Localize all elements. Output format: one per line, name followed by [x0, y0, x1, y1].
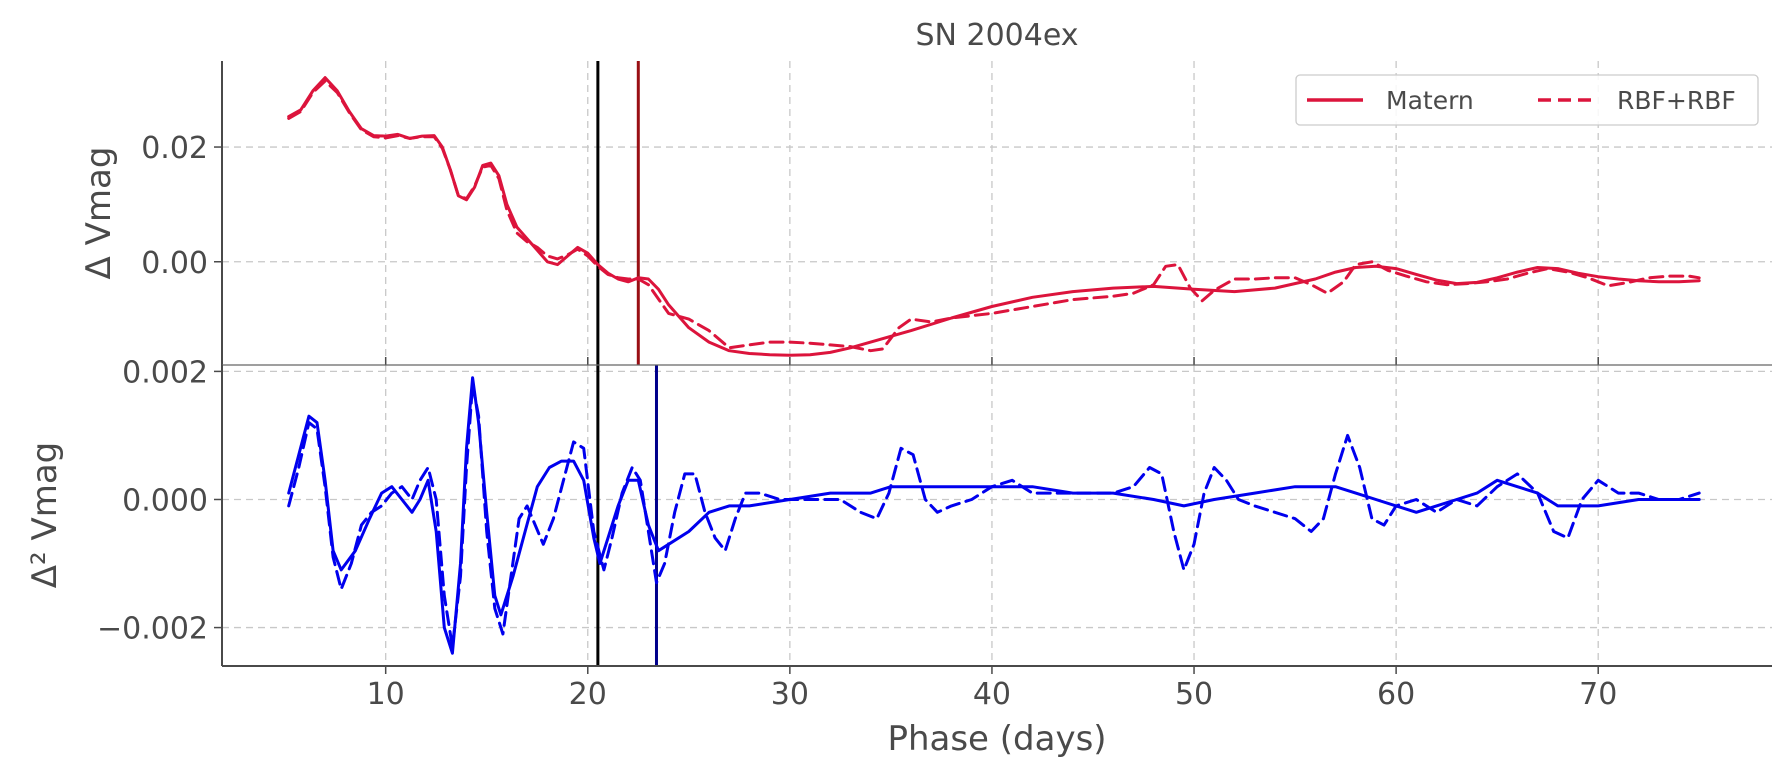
- top-vlines: [596, 61, 640, 365]
- series-line-matern: [287, 376, 1701, 655]
- y-tick-label-1: 0.000: [122, 483, 208, 518]
- y-tick-label-2: −0.002: [97, 612, 208, 647]
- legend-box: [1295, 74, 1759, 126]
- series-line-rbf-rbf: [287, 382, 1701, 649]
- top-y-axis-label: Δ Vmag: [79, 147, 119, 280]
- x-tick-label-60: 60: [1377, 677, 1415, 712]
- bottom-vlines: [596, 365, 658, 666]
- bottom-panel: 0.002 0.000 −0.002 10 20 30 40 50 60 70: [97, 355, 1772, 712]
- series-line-rbf-rbf: [287, 79, 1701, 353]
- x-tick-label-70: 70: [1579, 677, 1617, 712]
- bottom-grid: [222, 365, 1772, 666]
- x-tick-label-30: 30: [771, 677, 809, 712]
- x-axis-label: Phase (days): [887, 719, 1106, 759]
- top-series: [287, 76, 1701, 357]
- legend-label-rbf: RBF+RBF: [1617, 86, 1736, 115]
- chart-title: SN 2004ex: [915, 18, 1078, 53]
- legend: Matern RBF+RBF: [1295, 74, 1759, 126]
- bottom-y-ticks: 0.002 0.000 −0.002: [97, 355, 222, 647]
- x-ticks: 10 20 30 40 50 60 70: [367, 666, 1617, 712]
- top-panel: 0.02 0.00: [141, 61, 1772, 365]
- bottom-y-axis-label: Δ² Vmag: [25, 442, 65, 589]
- x-tick-label-10: 10: [367, 677, 405, 712]
- legend-label-matern: Matern: [1386, 86, 1474, 115]
- top-y-ticks: 0.02 0.00: [141, 131, 1599, 365]
- x-tick-label-40: 40: [973, 677, 1011, 712]
- x-tick-label-50: 50: [1175, 677, 1213, 712]
- bottom-series: [287, 376, 1701, 655]
- y-tick-label-0: 0.002: [122, 355, 208, 390]
- x-tick-label-20: 20: [569, 677, 607, 712]
- y-tick-label-0: 0.02: [141, 131, 208, 166]
- y-tick-label-1: 0.00: [141, 246, 208, 281]
